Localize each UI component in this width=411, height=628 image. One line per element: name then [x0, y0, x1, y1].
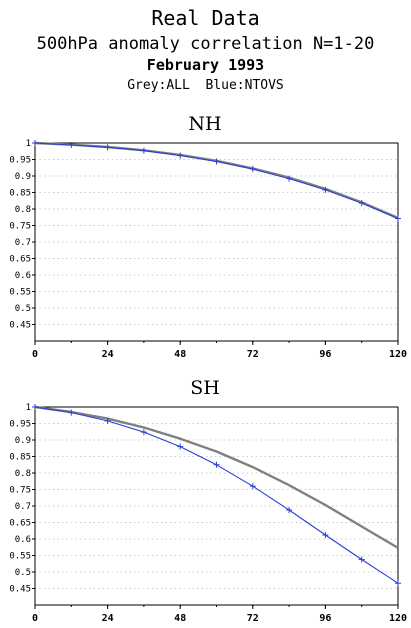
sh-series-ntovs-point [249, 483, 256, 490]
sh-series-ntovs-line [34, 406, 399, 584]
nh-y-tick-label: 0.8 [15, 205, 31, 215]
nh-y-tick-label: 0.5 [15, 304, 31, 314]
sh-series-ntovs-point [322, 532, 329, 539]
nh-series-ntovs-point [395, 215, 401, 222]
sh-plot-frame [34, 406, 399, 606]
nh-series-ntovs-point [68, 141, 75, 148]
sh-x-tick-label: 120 [389, 613, 407, 624]
nh-y-tick-label: 0.95 [9, 156, 31, 166]
nh-series-all-line [34, 141, 399, 220]
sh-series-all-line [34, 405, 399, 549]
nh-y-tick-label: 1 [26, 139, 31, 149]
nh-y-tick-label: 0.9 [15, 172, 31, 182]
sh-series-ntovs-point [395, 580, 401, 587]
sh-y-tick-label: 0.55 [9, 552, 31, 562]
nh-series-ntovs-point [358, 200, 365, 207]
sh-y-tick-label: 0.65 [9, 519, 31, 529]
nh-plot-frame [34, 142, 399, 342]
nh-y-tick-label: 0.65 [9, 255, 31, 265]
nh-series-ntovs-point [249, 166, 256, 173]
sh-x-tick-label: 0 [32, 613, 38, 624]
nh-x-tick-label: 120 [389, 349, 407, 360]
sh-y-tick-label: 1 [26, 403, 31, 413]
nh-series-ntovs-point [286, 175, 293, 182]
nh-x-tick-label: 96 [319, 349, 331, 360]
nh-y-tick-label: 0.6 [15, 271, 31, 281]
nh-series-ntovs-point [177, 152, 184, 159]
sh-series-ntovs-point [358, 556, 365, 563]
sh-x-tick-label: 24 [102, 613, 114, 624]
sh-y-tick-label: 0.75 [9, 486, 31, 496]
sh-series-ntovs-point [286, 506, 293, 513]
nh-x-tick-label: 24 [102, 349, 114, 360]
figure-title: Real Data [151, 6, 260, 30]
nh-y-tick-label: 0.75 [9, 222, 31, 232]
sh-series-ntovs-point [68, 409, 75, 416]
nh-series-ntovs-line [34, 142, 399, 220]
sh-y-tick-label: 0.6 [15, 535, 31, 545]
nh-x-tick-label: 48 [174, 349, 186, 360]
sh-series-ntovs-point [213, 461, 220, 468]
sh-x-tick-label: 48 [174, 613, 186, 624]
sh-x-tick-label: 72 [247, 613, 259, 624]
sh-y-tick-label: 0.7 [15, 502, 31, 512]
sh-y-tick-label: 0.45 [9, 585, 31, 595]
nh-x-tick-label: 0 [32, 349, 38, 360]
sh-series-ntovs-point [32, 404, 38, 410]
sh-y-tick-label: 0.5 [15, 568, 31, 578]
sh-series-ntovs-point [104, 417, 111, 424]
nh-series-ntovs-point [104, 144, 111, 151]
series-legend: Grey:ALL Blue:NTOVS [127, 78, 284, 93]
nh-y-tick-label: 0.55 [9, 288, 31, 298]
nh-panel-title: NH [188, 113, 221, 135]
sh-series-ntovs-point [140, 429, 147, 436]
sh-series-ntovs-point [177, 443, 184, 450]
sh-y-tick-label: 0.9 [15, 436, 31, 446]
sh-chart: SH 1 0.95 0.9 0.85 0.8 0.75 0.7 0.65 0.6 0.55 0.5 0.… [9, 377, 407, 624]
nh-y-tick-label: 0.7 [15, 238, 31, 248]
nh-y-tick-label: 0.85 [9, 189, 31, 199]
sh-y-tick-label: 0.8 [15, 469, 31, 479]
nh-x-tick-label: 72 [247, 349, 259, 360]
figure-subtitle: 500hPa anomaly correlation N=1-20 [36, 34, 375, 54]
nh-series-ntovs-point [32, 140, 38, 146]
sh-panel-title: SH [190, 377, 220, 399]
sh-x-tick-label: 96 [319, 613, 331, 624]
figure-date: February 1993 [146, 56, 265, 74]
nh-series-ntovs-point [322, 186, 329, 193]
nh-series-ntovs-point [213, 158, 220, 165]
nh-series-ntovs-point [140, 147, 147, 154]
sh-y-tick-label: 0.95 [9, 420, 31, 430]
nh-chart: NH 1 0.95 0.9 0.85 0.8 0.75 0.7 0.65 0.6 0.55 0.5 0.… [9, 113, 407, 360]
nh-y-tick-label: 0.45 [9, 321, 31, 331]
sh-y-tick-label: 0.85 [9, 453, 31, 463]
